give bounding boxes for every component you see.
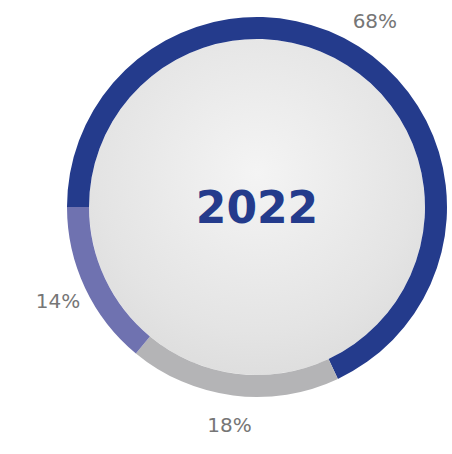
html-text:2022: 2022 — [195, 181, 319, 233]
svg-text:18%: 18% — [207, 413, 251, 437]
svg-text:68%: 68% — [353, 9, 397, 33]
svg-text:14%: 14% — [36, 289, 80, 313]
